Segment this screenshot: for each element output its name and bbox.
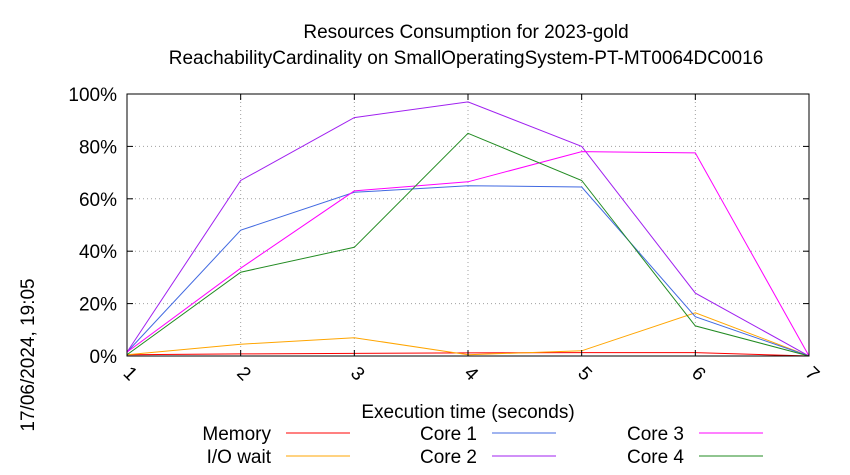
series-line-core-4: [126, 132, 810, 357]
y-tick-label: 100%: [68, 85, 117, 106]
legend-label-core-1: Core 1: [420, 424, 477, 445]
y-tick-label: 40%: [79, 242, 117, 263]
timestamp: 17/06/2024, 19:05: [18, 278, 39, 431]
legend-label-core-4: Core 4: [627, 447, 684, 468]
legend-label-core-3: Core 3: [627, 424, 684, 445]
y-tick-label: 60%: [79, 190, 117, 211]
grid: [127, 94, 809, 356]
series-layer: [126, 101, 810, 357]
chart-subtitle: ReachabilityCardinality on SmallOperatin…: [169, 48, 764, 69]
legend-label-core-2: Core 2: [420, 447, 477, 468]
legend-label-i-o-wait: I/O wait: [207, 447, 272, 468]
series-line-core-2: [126, 101, 810, 357]
x-tick-label: 2: [232, 363, 254, 385]
x-tick-label: 4: [460, 363, 483, 386]
x-tick-label: 6: [687, 363, 709, 385]
x-tick-label: 5: [573, 363, 595, 385]
y-tick-label: 0%: [90, 347, 118, 368]
x-tick-label: 3: [346, 363, 368, 385]
x-tick-label: 1: [119, 363, 141, 385]
y-tick-label: 80%: [79, 137, 117, 158]
y-tick-label: 20%: [79, 295, 117, 316]
legend-label-memory: Memory: [202, 424, 271, 445]
x-axis-label: Execution time (seconds): [361, 402, 574, 423]
series-line-core-3: [126, 151, 810, 357]
y-axis: 0% 20% 40% 60% 80% 100%: [68, 85, 809, 368]
x-tick-label: 7: [801, 363, 823, 385]
series-line-core-1: [126, 185, 810, 357]
chart-title: Resources Consumption for 2023-gold: [303, 22, 628, 43]
x-axis: 1 2 3 4 5 6 7: [119, 94, 823, 386]
